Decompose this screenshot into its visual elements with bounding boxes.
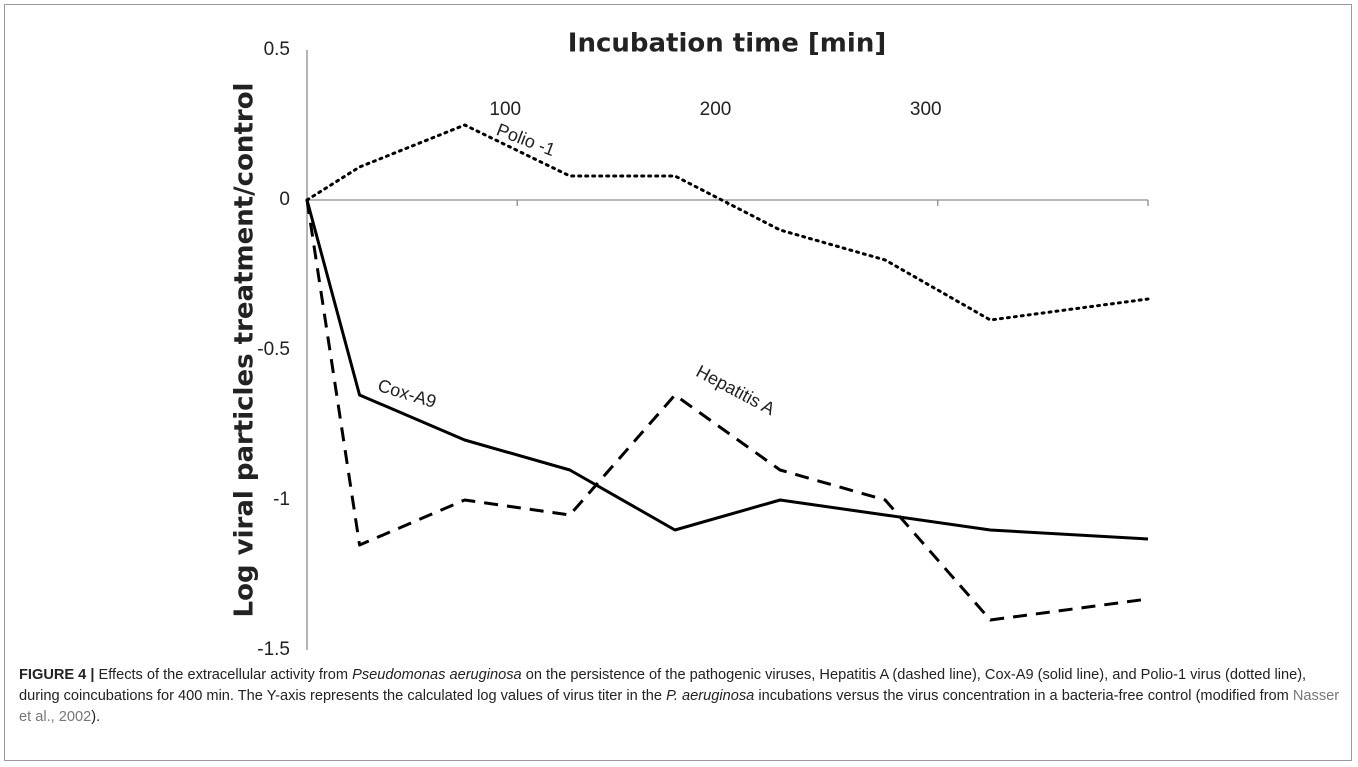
y-axis-title: Log viral particles treatment/control — [230, 83, 260, 618]
y-tick-label: 0.5 — [264, 39, 290, 60]
x-tick-label: 100 — [489, 99, 521, 120]
chart: Incubation time [min] Log viral particle… — [230, 29, 1150, 660]
series-line — [305, 123, 1150, 322]
figure-label: FIGURE 4 | — [19, 667, 95, 683]
citation-link[interactable]: Nasser et al., 2002 — [19, 688, 1340, 725]
caption-text: incubations versus the virus concentrati… — [754, 688, 1293, 704]
y-tick-label: -1 — [273, 489, 290, 510]
species-name: P. aeruginosa — [666, 688, 755, 704]
series-label: Hepatitis A — [693, 361, 778, 419]
x-tick-label: 300 — [910, 99, 942, 120]
caption-text: Effects of the extracellular activity fr… — [94, 667, 353, 683]
y-tick-label: -1.5 — [257, 639, 290, 660]
caption: FIGURE 4 | Effects of the extracellular … — [19, 665, 1344, 728]
x-axis-title: Incubation time [min] — [568, 29, 886, 59]
figure-frame — [4, 4, 1352, 761]
series-label: Polio -1 — [494, 119, 558, 160]
species-name: Pseudomonas aeruginosa — [352, 667, 522, 683]
y-tick-label: 0 — [279, 189, 290, 210]
caption-text: ). — [91, 709, 101, 725]
series-line — [305, 199, 1149, 541]
x-tick-label: 200 — [700, 99, 732, 120]
caption-text: on the persistence of the pathogenic vir… — [19, 667, 1307, 704]
y-tick-label: -0.5 — [257, 339, 290, 360]
